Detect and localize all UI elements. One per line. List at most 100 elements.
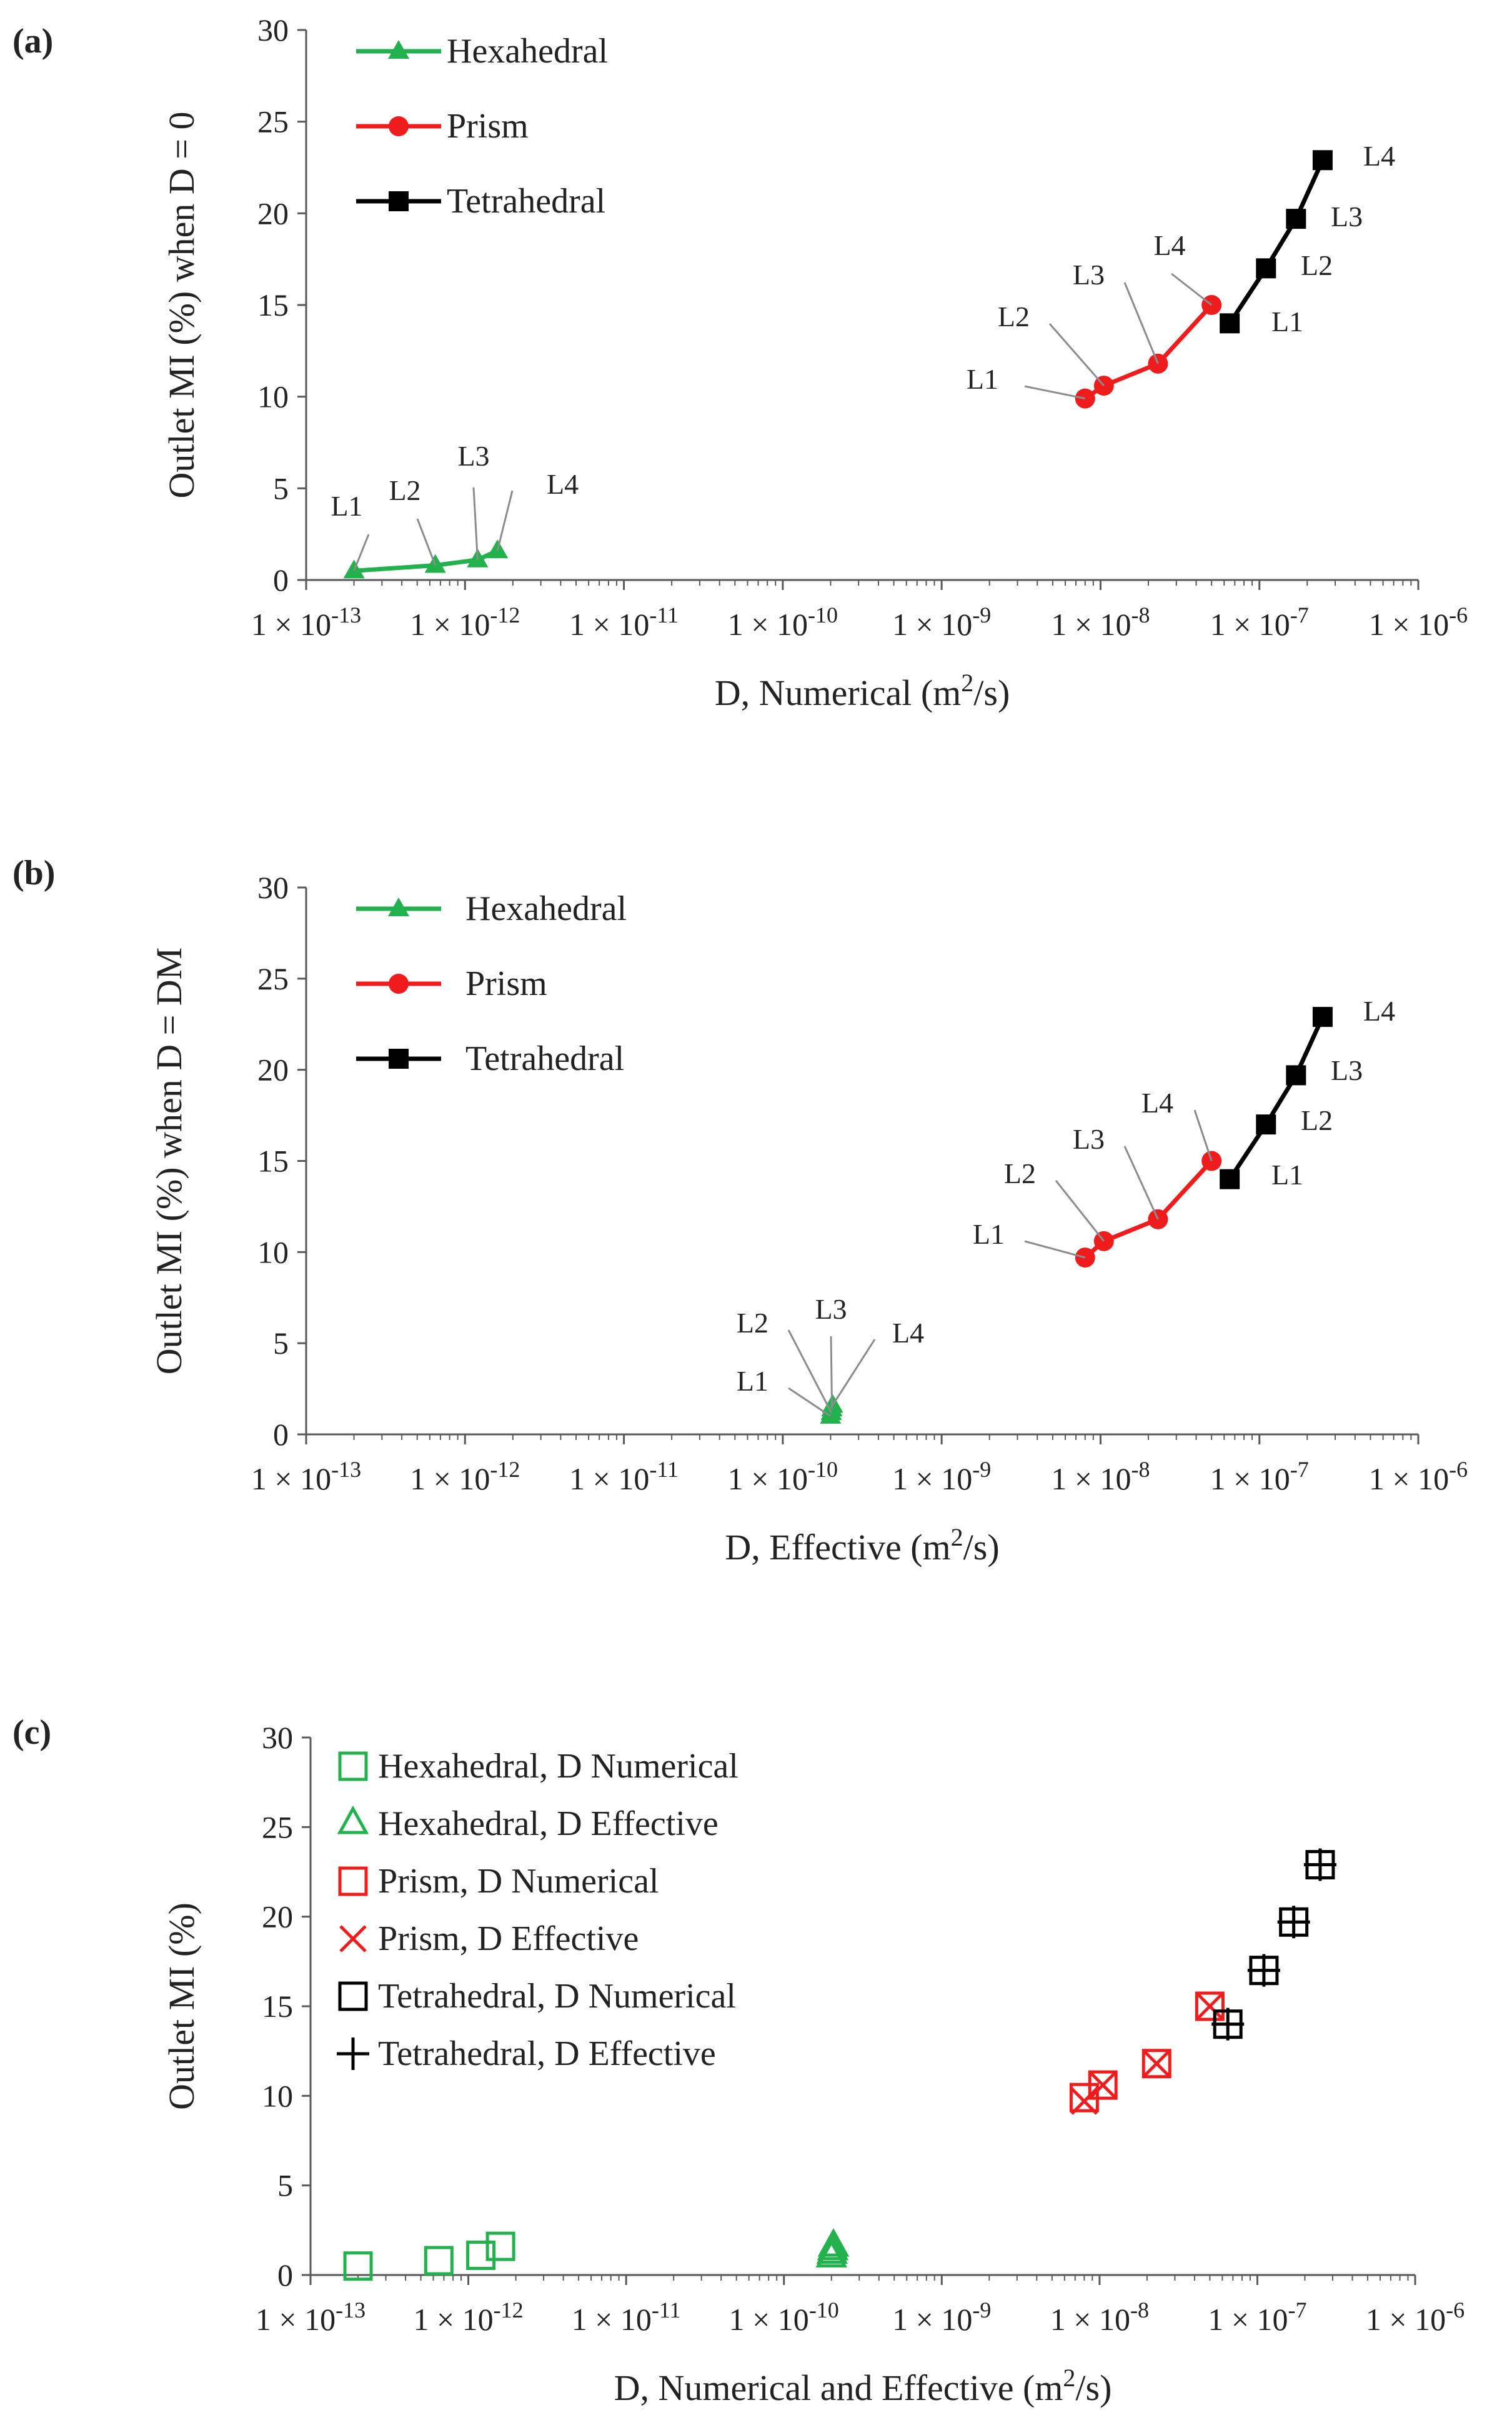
- legend-marker: [388, 898, 409, 916]
- x-tick-label: 1 × 10-6: [1366, 2298, 1465, 2337]
- y-tick-label: 0: [273, 562, 289, 598]
- data-point: [1312, 1007, 1333, 1028]
- y-tick-label: 20: [257, 1052, 289, 1088]
- legend-marker: [337, 2038, 369, 2070]
- legend-label: Tetrahedral: [447, 182, 605, 221]
- point-label: L4: [1153, 229, 1185, 261]
- legend-marker: [338, 1866, 368, 1896]
- series-prism: L1 L2 L3 L4: [973, 1087, 1222, 1268]
- x-tick-label: 1 × 10-6: [1369, 1457, 1468, 1496]
- legend-label: Tetrahedral, D Effective: [378, 2034, 716, 2073]
- panel-label: (a): [12, 22, 53, 61]
- legend: Hexahedral Prism Tetrahedral: [356, 32, 608, 221]
- legend-marker: [339, 1925, 367, 1952]
- x-tick-label: 1 × 10-13: [251, 602, 361, 642]
- panel-a: (a) 0 5 10 15 20 25 30 1 × 10-13 1 × 10-12 1 × 10-…: [12, 12, 1468, 713]
- callout-leader: [1024, 385, 1086, 400]
- data-point: [1220, 313, 1240, 334]
- x-stroke: [1143, 2049, 1170, 2078]
- point-label: L4: [1141, 1087, 1173, 1119]
- legend-label: Prism, D Numerical: [378, 1862, 659, 1901]
- legend-marker: [389, 116, 409, 136]
- series-line: [354, 548, 499, 573]
- data-point: [1312, 150, 1333, 171]
- legend-item-prism-d-numerical: Prism, D Numerical: [338, 1862, 659, 1901]
- legend-item-hexahedral-d-numerical: Hexahedral, D Numerical: [338, 1747, 739, 1786]
- data-point: [1286, 209, 1306, 229]
- x-tick-label: 1 × 10-7: [1210, 602, 1309, 642]
- series-line: [1083, 1159, 1213, 1259]
- callout-leader: [472, 487, 479, 560]
- data-point: [1256, 1114, 1276, 1135]
- legend-item-tetrahedral: Tetrahedral: [356, 1039, 624, 1078]
- x-tick-label: 1 × 10-12: [410, 1457, 520, 1496]
- x-tick-label: 1 × 10-10: [728, 1457, 838, 1496]
- series-hexahedral-d-effective: [815, 2228, 850, 2268]
- y-tick-label: 25: [262, 1809, 293, 1844]
- data-point: [1195, 1991, 1225, 2021]
- y-tick-label: 5: [273, 1326, 289, 1361]
- legend-marker: [338, 1751, 368, 1781]
- x-tick-label: 1 × 10-11: [569, 602, 679, 642]
- x-tick-label: 1 × 10-9: [892, 2298, 991, 2337]
- data-point: [1277, 1906, 1310, 1939]
- y-tick-label: 10: [257, 379, 289, 414]
- legend-label: Prism: [465, 964, 547, 1003]
- x-axis-title: D, Effective (m2/s): [725, 1523, 999, 1568]
- data-point: [1141, 2049, 1171, 2079]
- data-point: [1247, 1954, 1280, 1987]
- point-label: L4: [547, 468, 579, 500]
- legend-label: Hexahedral, D Effective: [378, 1804, 719, 1843]
- data-point: [1070, 2088, 1098, 2115]
- point-label: L1: [967, 363, 998, 395]
- x-tick-label: 1 × 10-11: [569, 1457, 679, 1496]
- x-tick-label: 1 × 10-8: [1051, 602, 1150, 642]
- legend: Hexahedral, D Numerical Hexahedral, D Eff…: [337, 1747, 739, 2073]
- y-tick-label: 25: [257, 961, 289, 996]
- x-tick-label: 1 × 10-6: [1369, 602, 1468, 642]
- x-tick-label: 1 × 10-12: [413, 2298, 523, 2337]
- series-tetrahedral-d-effective: [1211, 1848, 1336, 2041]
- legend-item-prism: Prism: [356, 107, 529, 146]
- y-tick-label: 20: [262, 1899, 293, 1934]
- legend-label: Tetrahedral, D Numerical: [378, 1977, 736, 2016]
- legend-label: Hexahedral: [447, 32, 608, 71]
- x-tick-label: 1 × 10-9: [892, 602, 991, 642]
- series-hexahedral: L1 L2 L3 L4: [331, 440, 579, 579]
- point-label: L1: [737, 1365, 768, 1397]
- data-point: [1088, 2070, 1118, 2100]
- y-tick-label: 0: [277, 2258, 293, 2292]
- legend-item-hexahedral-d-effective: Hexahedral, D Effective: [337, 1804, 719, 1843]
- callout-leader: [353, 534, 370, 571]
- legend-label: Hexahedral: [465, 889, 627, 928]
- data-point: [1211, 2008, 1245, 2041]
- series-prism-d-effective: [1070, 1992, 1224, 2115]
- series-line: [1228, 1016, 1325, 1181]
- legend: Hexahedral Prism Tetrahedral: [356, 889, 627, 1078]
- point-label: L3: [1073, 1123, 1105, 1155]
- x-axis-title: D, Numerical and Effective (m2/s): [614, 2364, 1112, 2408]
- legend-item-hexahedral: Hexahedral: [356, 32, 608, 71]
- series-hexahedral-d-numerical: [343, 2231, 515, 2281]
- data-point: [1303, 1848, 1336, 1881]
- callout-leader: [1048, 323, 1105, 387]
- callout-leader: [1123, 1146, 1159, 1220]
- panel-b: (b) 0 5 10 15 20 25 30 1 × 10-13 1 × 10-12 1 × 10-…: [12, 854, 1468, 1568]
- point-label: L2: [737, 1307, 768, 1339]
- y-tick-label: 10: [262, 2078, 293, 2113]
- legend-label: Prism: [447, 107, 529, 146]
- point-label: L2: [1004, 1158, 1036, 1189]
- legend-marker: [388, 40, 409, 59]
- legend-item-tetrahedral: Tetrahedral: [356, 182, 605, 221]
- x-tick-label: 1 × 10-8: [1051, 1457, 1150, 1496]
- callout-leader: [1024, 1240, 1086, 1259]
- data-point: [1286, 1065, 1306, 1086]
- y-tick-label: 0: [273, 1417, 289, 1452]
- legend-label: Tetrahedral: [465, 1039, 624, 1078]
- x-tick-label: 1 × 10-10: [728, 602, 838, 642]
- x-tick-label: 1 × 10-8: [1050, 2298, 1149, 2337]
- x-tick-label: 1 × 10-13: [251, 1457, 361, 1496]
